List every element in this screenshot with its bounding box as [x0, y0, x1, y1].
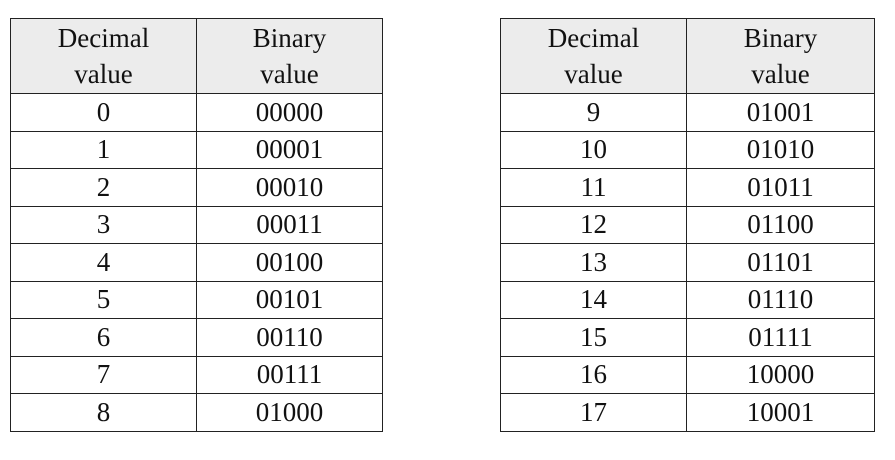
binary-cell: 00101 [196, 280, 383, 319]
binary-cell: 01100 [686, 205, 875, 244]
decimal-cell: 10 [500, 130, 687, 169]
decimal-cell: 5 [10, 280, 197, 319]
header-line: Decimal [547, 23, 640, 53]
decimal-cell: 9 [500, 93, 687, 132]
decimal-cell: 2 [10, 168, 197, 207]
decimal-cell: 17 [500, 393, 687, 432]
decimal-cell: 1 [10, 130, 197, 169]
binary-cell: 00011 [196, 205, 383, 244]
binary-cell: 00110 [196, 318, 383, 357]
header-line: value [260, 59, 319, 89]
table-body: 0 00000 1 00001 2 00010 3 00011 4 00100 5 0010… [10, 93, 383, 432]
decimal-cell: 14 [500, 280, 687, 319]
decimal-header: Decimal value [10, 18, 197, 94]
binary-cell: 01000 [196, 393, 383, 432]
table-header: Decimal value Binary value [500, 18, 875, 94]
table-row: 0 00000 [10, 93, 383, 132]
binary-cell: 00111 [196, 355, 383, 394]
table-row: 16 10000 [500, 355, 875, 394]
decimal-cell: 13 [500, 243, 687, 282]
decimal-cell: 8 [10, 393, 197, 432]
decimal-cell: 4 [10, 243, 197, 282]
decimal-cell: 16 [500, 355, 687, 394]
decimal-cell: 12 [500, 205, 687, 244]
decimal-cell: 6 [10, 318, 197, 357]
table-row: 4 00100 [10, 243, 383, 282]
header-line: value [751, 59, 810, 89]
header-line: Decimal [57, 23, 150, 53]
decimal-cell: 3 [10, 205, 197, 244]
decimal-header: Decimal value [500, 18, 687, 94]
binary-cell: 01010 [686, 130, 875, 169]
table-body: 9 01001 10 01010 11 01011 12 01100 13 01101 1… [500, 93, 875, 432]
binary-cell: 01001 [686, 93, 875, 132]
table-row: 12 01100 [500, 205, 875, 244]
binary-header: Binary value [686, 18, 875, 94]
decimal-cell: 15 [500, 318, 687, 357]
table-row: 6 00110 [10, 318, 383, 357]
table-row: 2 00010 [10, 168, 383, 207]
table-header: Decimal value Binary value [10, 18, 383, 94]
table-row: 14 01110 [500, 280, 875, 319]
decimal-cell: 7 [10, 355, 197, 394]
table-row: 1 00001 [10, 130, 383, 169]
binary-cell: 01110 [686, 280, 875, 319]
table-row: 11 01011 [500, 168, 875, 207]
table-row: 13 01101 [500, 243, 875, 282]
header-line: Binary [252, 23, 327, 53]
table-row: 9 01001 [500, 93, 875, 132]
table-row: 15 01111 [500, 318, 875, 357]
table-row: 10 01010 [500, 130, 875, 169]
decimal-cell: 11 [500, 168, 687, 207]
table-row: 3 00011 [10, 205, 383, 244]
header-line: value [74, 59, 133, 89]
binary-cell: 01111 [686, 318, 875, 357]
table-row: 17 10001 [500, 393, 875, 432]
header-line: value [564, 59, 623, 89]
binary-cell: 10001 [686, 393, 875, 432]
right-conversion-table: Decimal value Binary value 9 01001 10 0101… [500, 18, 875, 432]
left-conversion-table: Decimal value Binary value 0 00000 1 00001… [10, 18, 383, 432]
binary-cell: 00001 [196, 130, 383, 169]
binary-cell: 10000 [686, 355, 875, 394]
binary-cell: 00000 [196, 93, 383, 132]
table-row: 5 00101 [10, 280, 383, 319]
table-row: 7 00111 [10, 355, 383, 394]
binary-cell: 00010 [196, 168, 383, 207]
binary-header: Binary value [196, 18, 383, 94]
header-line: Binary [743, 23, 818, 53]
binary-cell: 01011 [686, 168, 875, 207]
table-row: 8 01000 [10, 393, 383, 432]
binary-cell: 00100 [196, 243, 383, 282]
decimal-cell: 0 [10, 93, 197, 132]
binary-cell: 01101 [686, 243, 875, 282]
